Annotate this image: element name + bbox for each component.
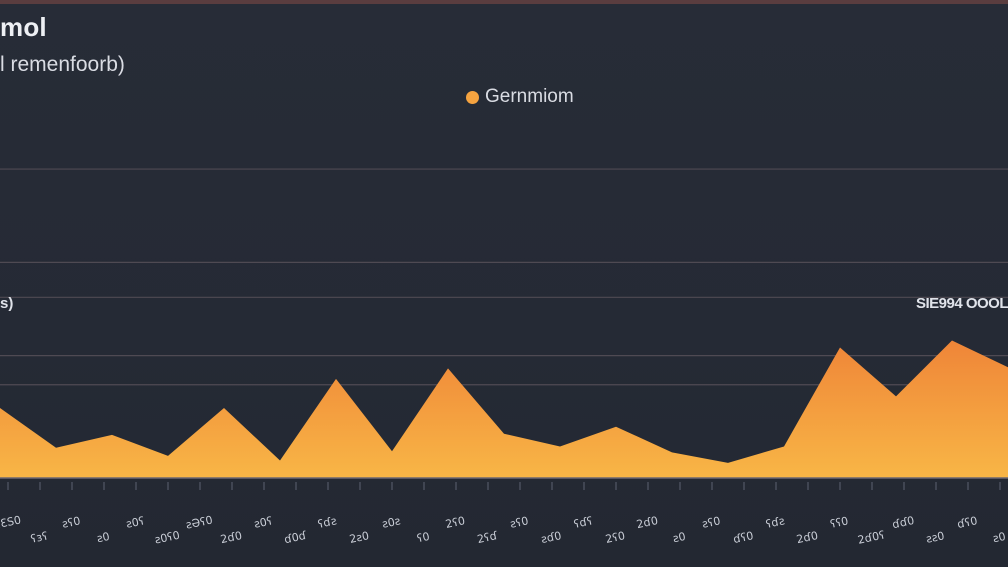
x-tick-label-18: ʕɗʕ — [573, 514, 595, 531]
y-axis-label-right: SIE994 OOOL — [915, 295, 1008, 312]
x-tick-label-0: 2ƐS0 — [0, 513, 22, 531]
legend: Gernmiom — [466, 86, 574, 108]
chart-subtitle: l remenfoorb) — [0, 53, 125, 76]
x-tick-label-7: 2ɗ0 — [219, 529, 243, 546]
x-tick-label-5: ƨ0ʕ0 — [154, 529, 181, 547]
x-tick-label-21: ƨ0 — [672, 530, 687, 545]
legend-label: Gernmiom — [485, 86, 574, 107]
x-tick-label-31: ƨ0 — [992, 530, 1007, 545]
x-tick-label-26: ʕʕ0 — [829, 514, 850, 531]
x-tick-label-23: ɗʕ0 — [732, 529, 755, 546]
chart-title: mol — [0, 12, 47, 42]
legend-swatch — [466, 90, 479, 104]
x-tick-label-17: ƨɗ0 — [540, 529, 563, 546]
y-axis-label-left: s) — [0, 295, 14, 312]
x-tick-label-29: ƨƨ0 — [925, 529, 946, 546]
x-tick-label-20: 2ɗ0 — [635, 514, 659, 531]
x-tick-label-4: ƨ0ʕ — [125, 514, 146, 531]
x-tick-label-12: ƨ0ƨ — [381, 514, 402, 531]
x-tick-label-10: ʕɗƨ — [317, 514, 339, 531]
top-rule — [0, 0, 1008, 4]
x-tick-label-11: 2ƨ0 — [348, 529, 370, 546]
x-tick-label-27: 2ɗ0ʕ — [857, 528, 887, 546]
x-tick-label-14: 2ʕ0 — [444, 514, 466, 531]
x-tick-label-2: ƨʕ0 — [61, 514, 82, 531]
x-tick-label-13: ʕ0 — [416, 530, 431, 545]
x-tick-label-28: ɗɗ0 — [891, 514, 916, 531]
x-tick-label-6: ƨƏʕ0 — [185, 513, 214, 531]
x-tick-label-19: 2ʕ0 — [604, 529, 626, 546]
area-series-0 — [0, 340, 1008, 478]
x-tick-label-16: ƨʕ0 — [509, 514, 530, 531]
x-tick-label-24: ʕɗƨ — [765, 514, 787, 531]
x-tick-label-25: 2ɗ0 — [795, 529, 819, 546]
x-tick-label-22: ƨʕ0 — [701, 514, 722, 531]
x-tick-label-30: ɗʕ0 — [956, 514, 979, 531]
x-tick-label-15: 2ʕɗ — [476, 529, 499, 546]
x-tick-label-3: ƨ0 — [96, 530, 111, 545]
x-tick-label-8: ƨ0ʕ — [253, 514, 274, 531]
x-tick-label-9: ɗ0ɗ — [283, 529, 308, 546]
x-tick-label-1: ʕɜʕ — [30, 529, 50, 545]
